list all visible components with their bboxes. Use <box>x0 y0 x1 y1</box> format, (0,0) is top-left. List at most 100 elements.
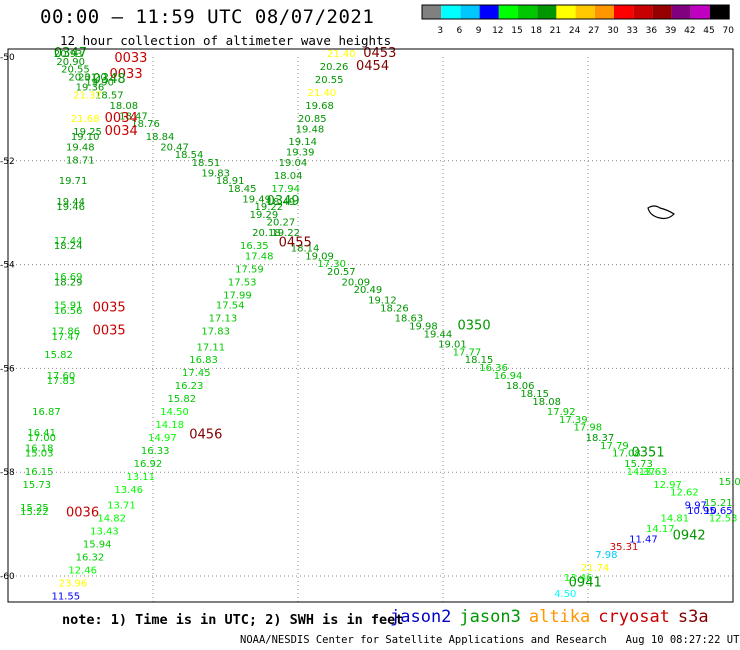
swh-label: 16.18 <box>25 443 54 454</box>
swh-label: 18.06 <box>506 381 535 392</box>
colorbar-swatch <box>633 5 653 19</box>
swh-label: 15.82 <box>44 350 73 361</box>
swh-label: 18.49 <box>267 197 296 208</box>
swh-label: 19.83 <box>201 168 230 179</box>
swh-label: 18.26 <box>380 303 409 314</box>
swh-label: 19.22 <box>255 202 284 213</box>
pass-time-label: 0034 <box>105 124 138 139</box>
credit-line: NOAA/NESDIS Center for Satellite Applica… <box>240 634 740 646</box>
pass-time-label: 0456 <box>189 428 222 443</box>
swh-label: 17.98 <box>574 423 603 434</box>
swh-label: 18.29 <box>54 277 83 288</box>
pass-time-label: 0034 <box>105 111 138 126</box>
swh-label: 19.14 <box>288 137 317 148</box>
pass-time-label: 0350 <box>458 319 491 334</box>
swh-label: 17.86 <box>52 327 81 338</box>
swh-label: 23.96 <box>59 578 88 589</box>
colorbar-label: 12 <box>492 26 503 36</box>
swh-label: 20.47 <box>160 142 189 153</box>
y-tick-label: -52 <box>0 157 15 167</box>
swh-label: 18.51 <box>192 158 221 169</box>
swh-label: 14.82 <box>97 514 126 525</box>
colorbar-swatch <box>498 5 518 19</box>
swh-label: 13.71 <box>107 501 136 512</box>
map-title: 00:00 – 11:59 UTC 08/07/2021 <box>40 6 375 28</box>
swh-label: 20.57 <box>327 267 356 278</box>
pass-time-label: 0941 <box>569 575 602 590</box>
swh-label: 21.37 <box>73 91 102 102</box>
swh-label: 20.09 <box>342 277 371 288</box>
pass-time-label: 0453 <box>363 46 396 61</box>
swh-label: 16.32 <box>76 552 105 563</box>
swh-label: 19.90 <box>85 78 114 89</box>
swh-label: 20.93 <box>54 49 83 60</box>
swh-label: 20.27 <box>267 218 296 229</box>
swh-label: 17.13 <box>209 314 238 325</box>
colorbar-label: 36 <box>646 26 658 36</box>
swh-label: 21.74 <box>581 563 610 574</box>
swh-label: 18.57 <box>95 91 124 102</box>
swh-label: 19.49 <box>242 194 271 205</box>
swh-label: 18.45 <box>228 184 257 195</box>
swh-label: 17.77 <box>453 347 482 358</box>
colorbar-label: 70 <box>722 26 734 36</box>
swh-label: 13.63 <box>639 467 668 478</box>
colorbar-label: 39 <box>665 26 677 36</box>
colorbar-swatch <box>594 5 614 19</box>
swh-label: 16.33 <box>141 446 170 457</box>
swh-label: 19.48 <box>66 142 95 153</box>
y-tick-label: -60 <box>0 572 15 582</box>
colorbar-label: 15 <box>511 26 522 36</box>
map-frame <box>7 48 734 603</box>
footer-note: note: 1) Time is in UTC; 2) SWH is in fe… <box>62 612 404 628</box>
swh-label: 17.92 <box>547 407 576 418</box>
swh-label: 11.55 <box>52 591 81 602</box>
swh-label: 14.37 <box>627 467 656 478</box>
colorbar-label: 3 <box>437 26 443 36</box>
swh-label: 15.22 <box>20 507 49 518</box>
swh-label: 18.08 <box>110 101 139 112</box>
colorbar-label: 21 <box>550 26 561 36</box>
swh-label: 20.85 <box>298 114 327 125</box>
swh-label: 15.94 <box>83 540 112 551</box>
pass-time-label: 0035 <box>93 324 126 339</box>
swh-label: 19.09 <box>305 251 334 262</box>
swh-label: 16.15 <box>25 467 54 478</box>
colorbar-label: 33 <box>626 26 637 36</box>
y-tick-label: -56 <box>0 364 15 374</box>
swh-label: 19.71 <box>59 176 88 187</box>
colorbar-label: 27 <box>588 26 599 36</box>
swh-label: 16.36 <box>479 363 508 374</box>
swh-label: 17.39 <box>559 415 588 426</box>
colorbar-swatch <box>690 5 710 19</box>
colorbar-label: 18 <box>530 26 542 36</box>
swh-label: 17.08 <box>612 449 641 460</box>
colorbar-label: 42 <box>684 26 695 36</box>
swh-label: 11.47 <box>629 534 658 545</box>
swh-label: 15.91 <box>54 301 83 312</box>
swh-label: 16.92 <box>134 459 163 470</box>
swh-label: 17.99 <box>223 290 252 301</box>
colorbar-swatch <box>710 5 730 19</box>
swh-label: 19.29 <box>250 210 279 221</box>
swh-label: 4.50 <box>554 589 576 600</box>
swh-label: 10.65 <box>704 506 733 517</box>
colorbar-label: 9 <box>476 26 482 36</box>
swh-label: 16.87 <box>32 407 61 418</box>
colorbar-swatch <box>537 5 557 19</box>
swh-label: 13.11 <box>126 472 155 483</box>
swh-label: 14.17 <box>646 524 675 535</box>
legend-s3a: s3a <box>677 607 709 627</box>
swh-label: 12.97 <box>653 480 682 491</box>
map-grid <box>8 57 733 602</box>
colorbar-swatch <box>479 5 499 19</box>
colorbar-swatch <box>671 5 691 19</box>
swh-label: 16.35 <box>240 241 269 252</box>
swh-label: 19.98 <box>409 322 438 333</box>
pass-time-label: 0455 <box>279 235 312 250</box>
swh-label: 10.95 <box>687 506 716 517</box>
swh-label: 18.08 <box>532 397 561 408</box>
map-subtitle: 12 hour collection of altimeter wave hei… <box>60 33 392 48</box>
swh-label: 20.55 <box>315 75 344 86</box>
swh-label: 18.84 <box>146 132 175 143</box>
